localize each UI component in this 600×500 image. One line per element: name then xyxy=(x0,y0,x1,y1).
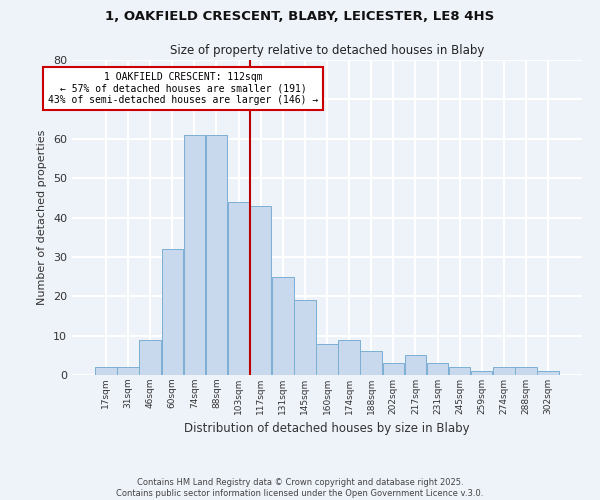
Text: 1, OAKFIELD CRESCENT, BLABY, LEICESTER, LE8 4HS: 1, OAKFIELD CRESCENT, BLABY, LEICESTER, … xyxy=(106,10,494,23)
Bar xyxy=(383,363,404,375)
Bar xyxy=(184,135,205,375)
Bar xyxy=(228,202,249,375)
Bar xyxy=(95,367,116,375)
Bar xyxy=(338,340,360,375)
Bar xyxy=(405,356,426,375)
Title: Size of property relative to detached houses in Blaby: Size of property relative to detached ho… xyxy=(170,44,484,58)
Bar xyxy=(493,367,515,375)
Bar xyxy=(449,367,470,375)
Bar xyxy=(316,344,338,375)
Bar xyxy=(139,340,161,375)
Bar xyxy=(427,363,448,375)
Text: Contains HM Land Registry data © Crown copyright and database right 2025.
Contai: Contains HM Land Registry data © Crown c… xyxy=(116,478,484,498)
Bar xyxy=(272,276,293,375)
Bar xyxy=(361,352,382,375)
Text: 1 OAKFIELD CRESCENT: 112sqm
← 57% of detached houses are smaller (191)
43% of se: 1 OAKFIELD CRESCENT: 112sqm ← 57% of det… xyxy=(48,72,319,105)
Bar xyxy=(161,249,183,375)
Bar xyxy=(538,371,559,375)
Bar xyxy=(515,367,537,375)
Bar xyxy=(117,367,139,375)
Bar xyxy=(471,371,493,375)
Bar xyxy=(250,206,271,375)
Bar xyxy=(206,135,227,375)
Y-axis label: Number of detached properties: Number of detached properties xyxy=(37,130,47,305)
X-axis label: Distribution of detached houses by size in Blaby: Distribution of detached houses by size … xyxy=(184,422,470,436)
Bar xyxy=(294,300,316,375)
